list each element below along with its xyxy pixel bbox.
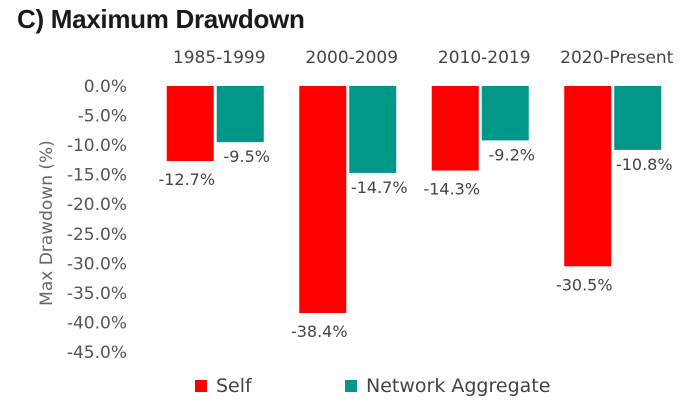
data-label: -14.7% <box>351 178 408 197</box>
data-label: -14.3% <box>423 180 480 199</box>
legend-label-network-aggregate: Network Aggregate <box>366 375 551 397</box>
y-axis-label: Max Drawdown (%) <box>37 140 57 306</box>
bar-network-aggregate <box>216 86 264 143</box>
legend-item-network-aggregate: Network Aggregate <box>345 375 550 397</box>
y-tick-label: -40.0% <box>67 313 127 333</box>
bar-network-aggregate <box>349 86 397 173</box>
y-tick-label: -5.0% <box>78 107 127 127</box>
y-tick-label: -45.0% <box>67 343 127 363</box>
data-label: -10.8% <box>616 155 673 174</box>
bar-self <box>431 86 479 171</box>
y-tick-label: -30.0% <box>67 254 127 274</box>
y-tick-label: 0.0% <box>84 77 127 97</box>
category-label: 1985-1999 <box>173 48 266 68</box>
bar-self <box>564 86 612 267</box>
category-label: 2000-2009 <box>305 48 398 68</box>
legend-swatch-network-aggregate <box>345 380 357 392</box>
legend-swatch-self <box>195 380 207 392</box>
y-tick-label: -20.0% <box>67 195 127 215</box>
bar-network-aggregate <box>481 86 529 141</box>
bar-chart: 0.0% -5.0% -10.0% -15.0% -20.0% -25.0% -30.0% -… <box>37 48 674 363</box>
data-label: -12.7% <box>158 170 215 189</box>
data-label: -9.2% <box>489 145 535 164</box>
y-tick-label: -15.0% <box>67 166 127 186</box>
y-tick-label: -25.0% <box>67 225 127 245</box>
data-label: -9.5% <box>224 147 270 166</box>
bar-network-aggregate <box>614 86 662 150</box>
category-label: 2010-2019 <box>438 48 531 68</box>
data-label: -30.5% <box>556 275 613 294</box>
chart-title: C) Maximum Drawdown <box>17 4 305 34</box>
bar-self <box>166 86 214 162</box>
y-tick-label: -35.0% <box>67 284 127 304</box>
data-label: -38.4% <box>291 322 348 341</box>
legend-label-self: Self <box>216 375 252 397</box>
category-label: 2020-Present <box>560 48 674 68</box>
y-tick-label: -10.0% <box>67 136 127 156</box>
legend-item-self: Self <box>195 375 252 397</box>
bar-self <box>299 86 347 313</box>
legend: Self Network Aggregate <box>0 375 700 405</box>
